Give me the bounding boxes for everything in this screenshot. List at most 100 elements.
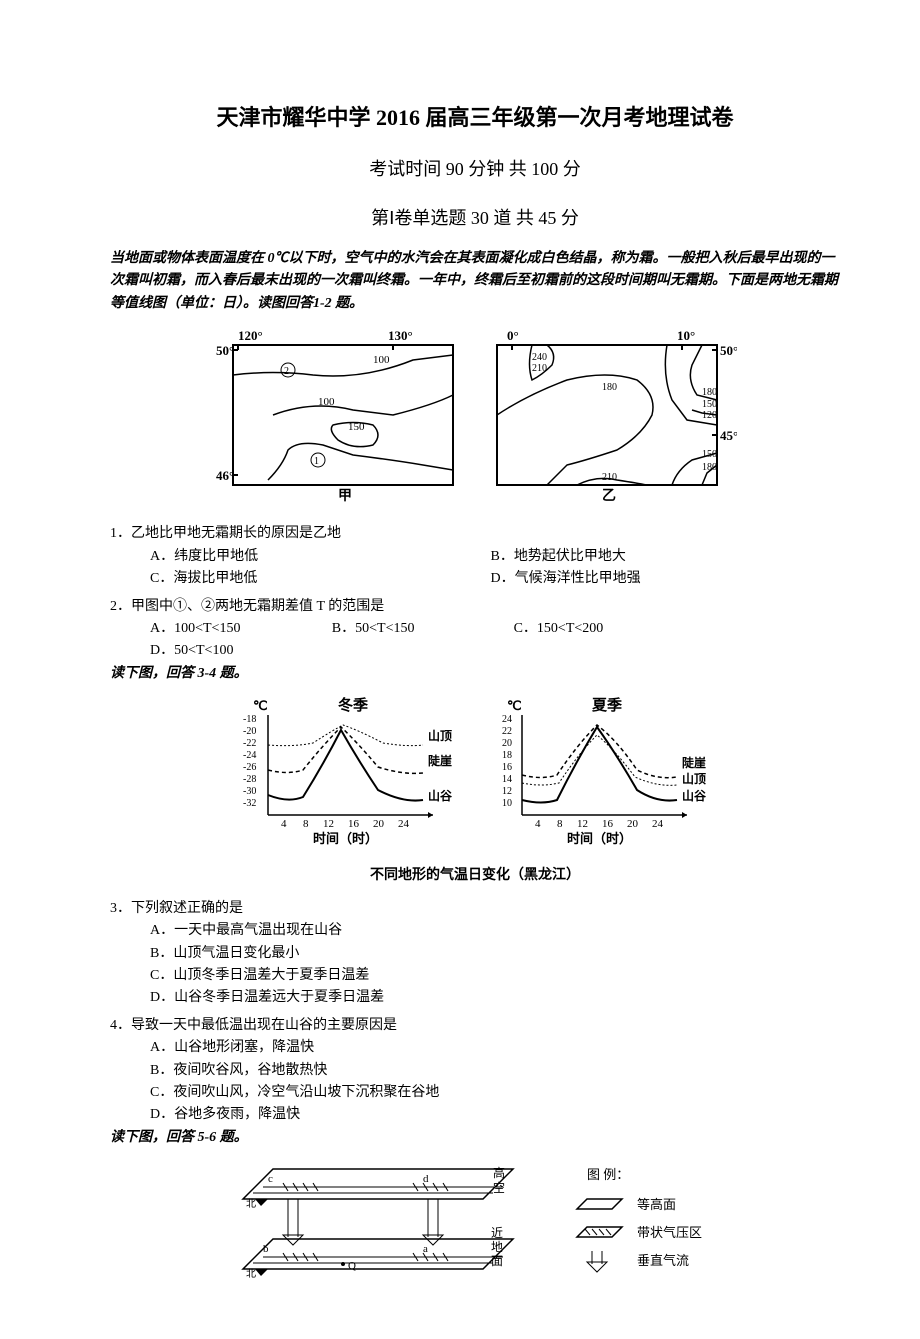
arrow-down-icon bbox=[423, 1199, 443, 1245]
x-label: 时间（时） bbox=[567, 831, 632, 846]
contour-label: 150 bbox=[702, 449, 717, 460]
option-a: A．一天中最高气温出现在山谷 bbox=[150, 920, 481, 942]
y-tick: -26 bbox=[243, 762, 256, 773]
y-tick: 16 bbox=[502, 762, 512, 773]
option-b: B．地势起伏比甲地大 bbox=[491, 546, 802, 568]
y-tick: -20 bbox=[243, 726, 256, 737]
lon-tick: 10° bbox=[677, 328, 695, 343]
passage-3: 读下图，回答 5-6 题。 bbox=[110, 1127, 840, 1149]
legend-item: 等高面 bbox=[637, 1197, 676, 1212]
main-title: 天津市耀华中学 2016 届高三年级第一次月考地理试卷 bbox=[110, 100, 840, 135]
contour-label: 150 bbox=[702, 399, 717, 410]
chart-title: 夏季 bbox=[591, 696, 622, 714]
question-stem: 2．甲图中①、②两地无霜期差值 T 的范围是 bbox=[110, 596, 840, 618]
contour-label: 120 bbox=[702, 410, 717, 421]
label-a: a bbox=[423, 1243, 428, 1255]
passage-1: 当地面或物体表面温度在 0℃以下时，空气中的水汽会在其表面凝化成白色结晶，称为霜… bbox=[110, 248, 840, 315]
y-tick: 22 bbox=[502, 726, 512, 737]
y-tick: 10 bbox=[502, 798, 512, 809]
x-tick: 12 bbox=[577, 818, 588, 830]
x-tick: 16 bbox=[348, 818, 360, 830]
contour-label: 100 bbox=[373, 354, 390, 366]
y-tick: 24 bbox=[502, 714, 512, 725]
section-title: 第Ⅰ卷单选题 30 道 共 45 分 bbox=[110, 204, 840, 233]
x-tick: 24 bbox=[398, 818, 410, 830]
y-tick: 12 bbox=[502, 786, 512, 797]
chart-winter: 冬季 ℃ -18 -20 -22 -24 -26 -28 -30 -32 4 8… bbox=[223, 695, 473, 855]
option-c: C．山顶冬季日温差大于夏季日温差 bbox=[150, 965, 481, 987]
y-tick: -24 bbox=[243, 750, 256, 761]
option-c: C．夜间吹山风，冷空气沿山坡下沉积聚在谷地 bbox=[150, 1082, 481, 1104]
lon-tick: 120° bbox=[238, 328, 263, 343]
figure-caption: 不同地形的气温日变化（黑龙江） bbox=[110, 865, 840, 887]
x-tick: 24 bbox=[652, 818, 664, 830]
legend: 图 例： 等高面 带状气压区 垂直气流 bbox=[557, 1159, 737, 1289]
series-label: 山谷 bbox=[428, 788, 453, 803]
passage-2: 读下图，回答 3-4 题。 bbox=[110, 663, 840, 685]
option-d: D．山谷冬季日温差远大于夏季日温差 bbox=[150, 987, 481, 1009]
label-near2: 地 bbox=[491, 1240, 503, 1254]
option-a: A．100<T<150 bbox=[150, 618, 302, 640]
label-high: 高 bbox=[493, 1165, 505, 1180]
contour-label: 240 bbox=[532, 352, 547, 363]
label-north: 北 bbox=[246, 1268, 256, 1280]
option-a: A．山谷地形闭塞，降温快 bbox=[150, 1037, 481, 1059]
label-near: 近 bbox=[491, 1226, 503, 1240]
map-jia: 120° 130° 50° 46° 100 100 150 1 2 甲 bbox=[213, 325, 473, 505]
question-2: 2．甲图中①、②两地无霜期差值 T 的范围是 A．100<T<150 B．50<… bbox=[110, 596, 840, 663]
y-unit: ℃ bbox=[507, 698, 522, 713]
label-d: d bbox=[423, 1173, 429, 1185]
label-near3: 面 bbox=[491, 1254, 503, 1268]
question-stem: 1．乙地比甲地无霜期长的原因是乙地 bbox=[110, 523, 840, 545]
question-1: 1．乙地比甲地无霜期长的原因是乙地 A．纬度比甲地低 B．地势起伏比甲地大 C．… bbox=[110, 523, 840, 590]
option-b: B．50<T<150 bbox=[332, 618, 484, 640]
contour-label: 100 bbox=[318, 396, 335, 408]
y-unit: ℃ bbox=[253, 698, 268, 713]
option-b: B．山顶气温日变化最小 bbox=[150, 943, 481, 965]
x-tick: 4 bbox=[281, 818, 287, 830]
x-tick: 8 bbox=[557, 818, 563, 830]
legend-item: 垂直气流 bbox=[637, 1253, 689, 1268]
marker-1: 1 bbox=[314, 456, 319, 467]
series-label: 山谷 bbox=[682, 788, 707, 803]
lon-tick: 0° bbox=[507, 328, 519, 343]
option-c: C．海拔比甲地低 bbox=[150, 568, 461, 590]
marker-2: 2 bbox=[284, 366, 289, 377]
option-b: B．夜间吹谷风，谷地散热快 bbox=[150, 1060, 481, 1082]
lon-tick: 130° bbox=[388, 328, 413, 343]
arrow-down-icon bbox=[283, 1199, 303, 1245]
label-high2: 空 bbox=[493, 1181, 505, 1195]
question-stem: 3．下列叙述正确的是 bbox=[110, 898, 840, 920]
y-tick: -28 bbox=[243, 774, 256, 785]
y-tick: -22 bbox=[243, 738, 256, 749]
contour-label: 210 bbox=[602, 472, 617, 483]
lat-tick: 50° bbox=[720, 343, 737, 358]
y-tick: -32 bbox=[243, 798, 256, 809]
x-tick: 16 bbox=[602, 818, 614, 830]
legend-item: 带状气压区 bbox=[637, 1225, 702, 1240]
contour-label: 180 bbox=[702, 462, 717, 473]
x-tick: 12 bbox=[323, 818, 334, 830]
x-tick: 8 bbox=[303, 818, 309, 830]
y-tick: 14 bbox=[502, 774, 512, 785]
figure-1: 120° 130° 50° 46° 100 100 150 1 2 甲 0° 1… bbox=[110, 325, 840, 513]
lat-tick: 46° bbox=[216, 468, 234, 483]
question-stem: 4．导致一天中最低温出现在山谷的主要原因是 bbox=[110, 1015, 840, 1037]
figure-2: 冬季 ℃ -18 -20 -22 -24 -26 -28 -30 -32 4 8… bbox=[110, 695, 840, 888]
option-d: D．谷地多夜雨，降温快 bbox=[150, 1104, 481, 1126]
y-tick: 20 bbox=[502, 738, 512, 749]
series-label: 陡崖 bbox=[682, 755, 706, 770]
series-label: 山顶 bbox=[682, 771, 706, 786]
question-4: 4．导致一天中最低温出现在山谷的主要原因是 A．山谷地形闭塞，降温快 B．夜间吹… bbox=[110, 1015, 840, 1127]
x-label: 时间（时） bbox=[313, 831, 378, 846]
map-label: 甲 bbox=[338, 488, 352, 504]
y-tick: -18 bbox=[243, 714, 256, 725]
lat-tick: 45° bbox=[720, 428, 737, 443]
legend-title: 图 例： bbox=[587, 1167, 629, 1182]
exam-info: 考试时间 90 分钟 共 100 分 bbox=[110, 155, 840, 184]
chart-title: 冬季 bbox=[338, 696, 368, 714]
label-north: 北 bbox=[246, 1198, 256, 1210]
x-tick: 20 bbox=[627, 818, 639, 830]
map-yi: 0° 10° 50° 45° 240 210 180 210 180 150 1… bbox=[477, 325, 737, 505]
contour-label: 150 bbox=[348, 421, 365, 433]
